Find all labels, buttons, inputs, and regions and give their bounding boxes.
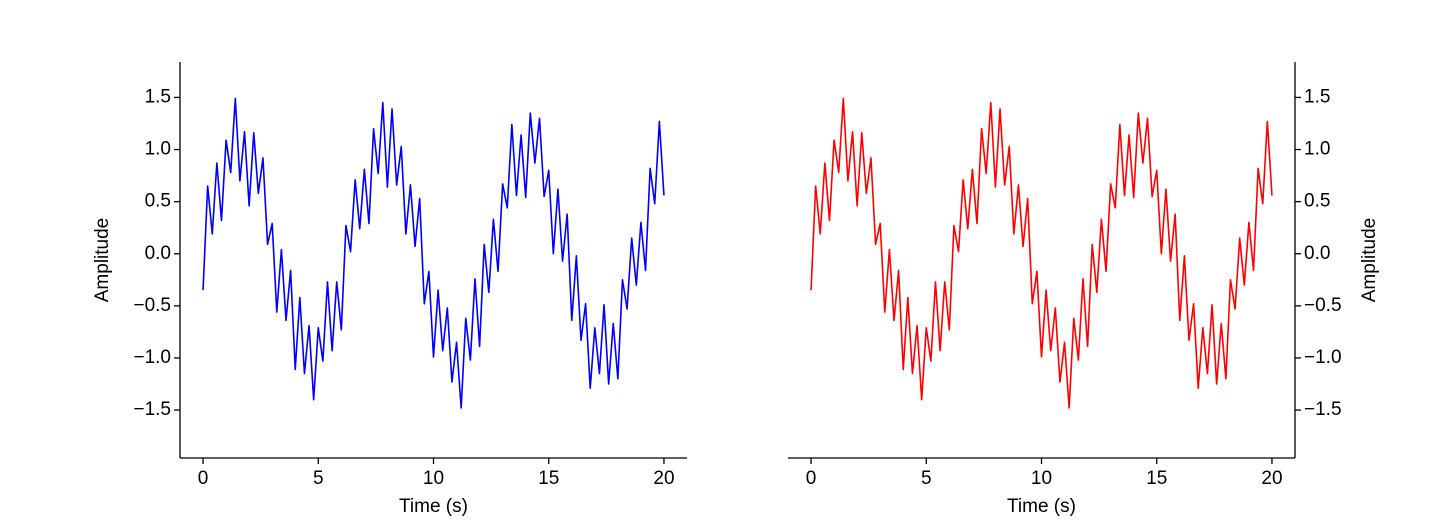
x-tick-label: 15 (1146, 468, 1167, 489)
x-tick-label: 5 (921, 468, 932, 489)
y-axis-label: Amplitude (1359, 218, 1380, 303)
y-tick-label: 1.0 (145, 139, 171, 160)
y-axis-label: Amplitude (92, 218, 113, 303)
x-tick-label: 15 (538, 468, 559, 489)
y-tick-label: 0.5 (1304, 191, 1330, 212)
signal-line (202, 97, 665, 409)
y-tick-label: 0.5 (145, 191, 171, 212)
x-axis-label: Time (s) (399, 496, 468, 517)
x-axis-label: Time (s) (1007, 496, 1076, 517)
y-tick-label: −0.5 (1304, 295, 1342, 316)
x-tick-label: 10 (1031, 468, 1052, 489)
x-tick-label: 20 (653, 468, 674, 489)
signal-line (810, 97, 1273, 409)
x-tick-label: 10 (423, 468, 444, 489)
y-tick-label: 1.5 (145, 86, 171, 107)
x-tick-label: 0 (806, 468, 817, 489)
x-tick-label: 5 (313, 468, 324, 489)
x-tick-label: 20 (1261, 468, 1282, 489)
y-tick-label: 0.0 (145, 243, 171, 264)
y-tick-label: 1.5 (1304, 86, 1330, 107)
y-tick-label: −1.0 (1304, 347, 1342, 368)
y-tick-label: −1.5 (1304, 399, 1342, 420)
x-tick-label: 0 (198, 468, 209, 489)
y-tick-label: −1.5 (133, 399, 171, 420)
y-tick-label: −1.0 (133, 347, 171, 368)
y-tick-label: 1.0 (1304, 139, 1330, 160)
y-tick-label: −0.5 (133, 295, 171, 316)
y-tick-label: 0.0 (1304, 243, 1330, 264)
